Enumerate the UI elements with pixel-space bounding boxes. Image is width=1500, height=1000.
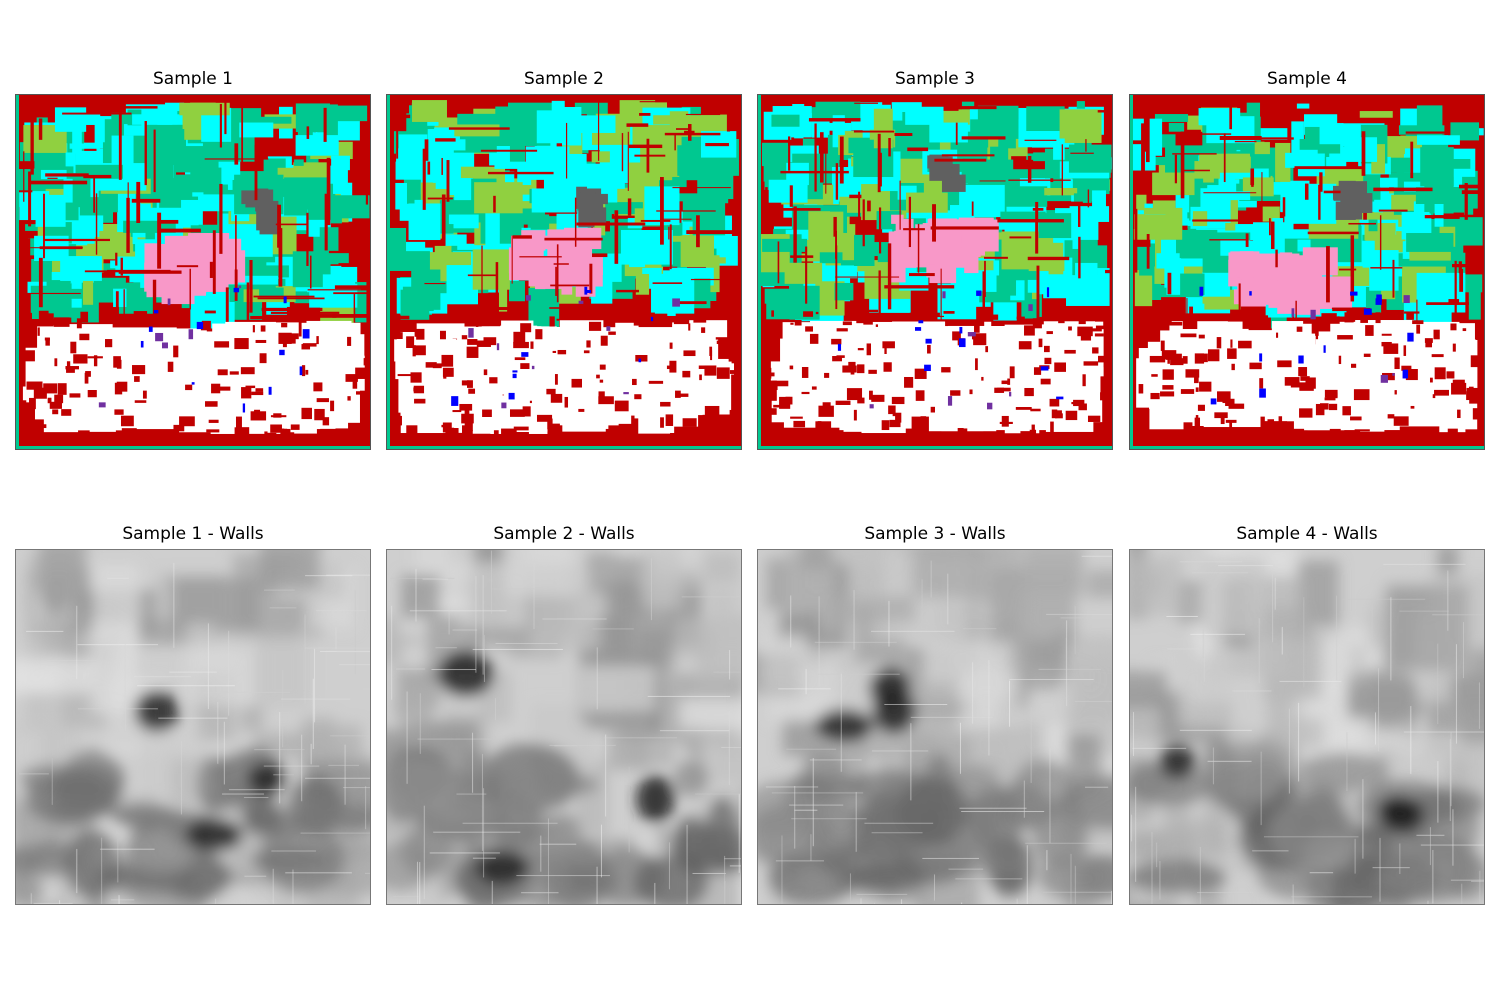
panel-title-sample-4: Sample 4 <box>1267 69 1347 89</box>
panel-title-sample-3-walls: Sample 3 - Walls <box>864 524 1006 544</box>
segmentation-map-sample-4 <box>1129 94 1485 450</box>
walls-heatmap-sample-2 <box>386 549 742 905</box>
panel-title-sample-1-walls: Sample 1 - Walls <box>122 524 264 544</box>
panel-title-sample-3: Sample 3 <box>895 69 975 89</box>
panel-title-sample-2-walls: Sample 2 - Walls <box>493 524 635 544</box>
walls-heatmap-sample-1 <box>15 549 371 905</box>
panel-title-sample-2: Sample 2 <box>524 69 604 89</box>
panel-title-sample-1: Sample 1 <box>153 69 233 89</box>
walls-heatmap-sample-3 <box>757 549 1113 905</box>
segmentation-map-sample-1 <box>15 94 371 450</box>
segmentation-map-sample-3 <box>757 94 1113 450</box>
segmentation-map-sample-2 <box>386 94 742 450</box>
walls-heatmap-sample-4 <box>1129 549 1485 905</box>
panel-title-sample-4-walls: Sample 4 - Walls <box>1236 524 1378 544</box>
